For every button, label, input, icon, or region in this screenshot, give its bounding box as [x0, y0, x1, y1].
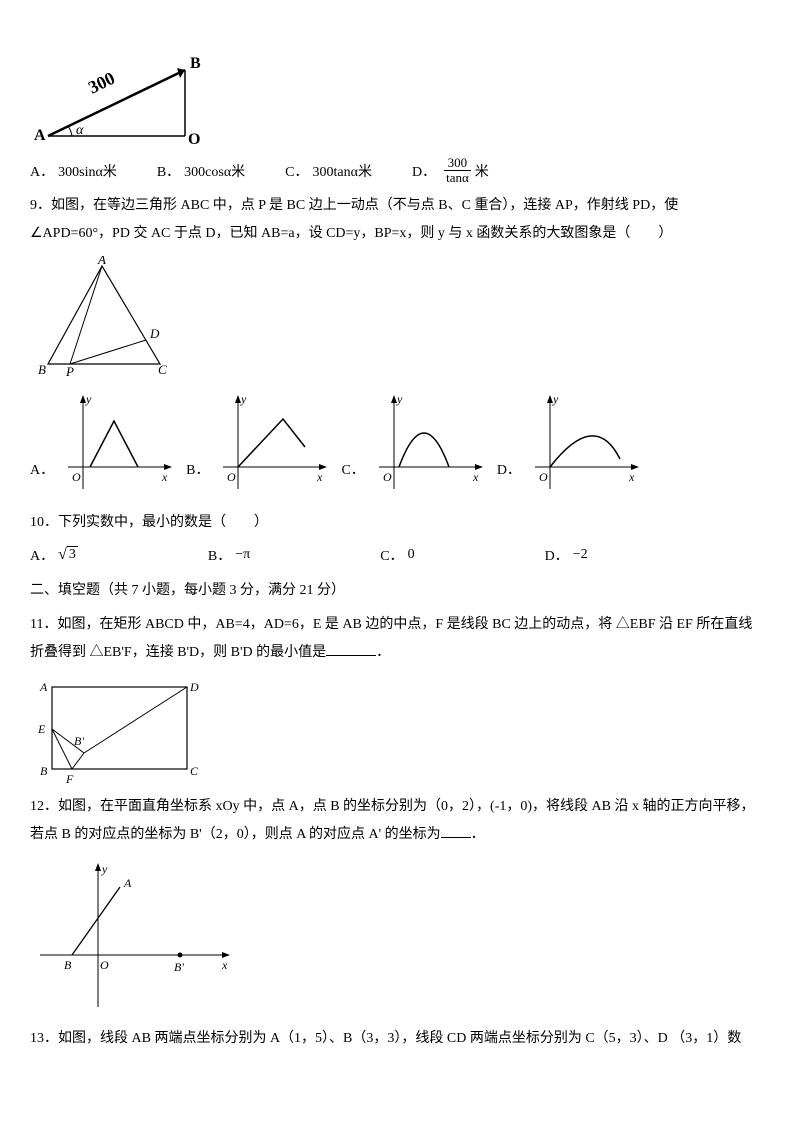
svg-text:D: D [189, 680, 199, 694]
svg-text:P: P [65, 364, 74, 379]
q10-opt-C: C． 0 [380, 545, 414, 565]
svg-text:O: O [539, 470, 548, 484]
q11-figure: A D B C E F B' [30, 675, 764, 785]
svg-text:A: A [123, 876, 132, 890]
q8-figure: A B O α 300 [30, 48, 764, 148]
q10-opt-B: B． −π [208, 545, 250, 565]
q12-figure: y x O A B B' [30, 857, 764, 1017]
svg-text:y: y [240, 392, 247, 406]
svg-text:y: y [552, 392, 559, 406]
svg-text:B': B' [74, 734, 84, 748]
svg-text:O: O [383, 470, 392, 484]
svg-text:y: y [101, 862, 108, 876]
svg-text:y: y [396, 392, 403, 406]
q9-graph-B: y x O [213, 389, 333, 499]
svg-text:B: B [38, 362, 46, 377]
svg-text:A: A [39, 680, 48, 694]
q8-label-B: B [190, 55, 201, 72]
q8-opt-D: D． 300 tanα 米 [412, 156, 489, 186]
q8-options: A． 300sinα米 B． 300cosα米 C． 300tanα米 D． 3… [30, 156, 764, 186]
q9-text: 9．如图，在等边三角形 ABC 中，点 P 是 BC 边上一动点（不与点 B、C… [30, 192, 764, 248]
svg-text:E: E [37, 722, 46, 736]
svg-text:O: O [72, 470, 81, 484]
svg-text:C: C [190, 764, 199, 778]
svg-text:D: D [149, 326, 160, 341]
q9-graph-C: y x O [369, 389, 489, 499]
svg-text:A: A [97, 256, 106, 267]
svg-text:C: C [158, 362, 167, 377]
svg-text:y: y [85, 392, 92, 406]
q10-options: A． √3 B． −π C． 0 D． −2 [30, 545, 764, 565]
svg-text:x: x [221, 958, 228, 972]
q10-opt-A: A． √3 [30, 545, 78, 565]
q11-text: 11．如图，在矩形 ABCD 中，AB=4，AD=6，E 是 AB 边的中点，F… [30, 611, 764, 667]
q8-opt-B: B． 300cosα米 [157, 161, 245, 181]
q9-graph-D: y x O [525, 389, 645, 499]
svg-text:B: B [40, 764, 48, 778]
q9-triangle-figure: A B C P D [30, 256, 764, 381]
q9-opt-C-label: C． [341, 459, 364, 479]
svg-text:x: x [161, 470, 168, 484]
q8-label-alpha: α [76, 123, 84, 138]
q12-text: 12．如图，在平面直角坐标系 xOy 中，点 A，点 B 的坐标分别为（0，2）… [30, 793, 764, 849]
q11-blank [326, 642, 376, 656]
q9-opt-B-label: B． [186, 459, 209, 479]
q12-blank [441, 824, 471, 838]
svg-text:F: F [65, 772, 74, 785]
svg-text:O: O [100, 958, 109, 972]
q8-label-O: O [188, 131, 200, 148]
q8-label-300: 300 [85, 68, 118, 98]
section2-title: 二、填空题（共 7 小题，每小题 3 分，满分 21 分） [30, 577, 764, 605]
q8-label-A: A [34, 127, 46, 144]
q8-opt-A: A． 300sinα米 [30, 161, 117, 181]
q8-opt-C: C． 300tanα米 [285, 161, 372, 181]
q9-opt-A-label: A． [30, 459, 54, 479]
q10-opt-D: D． −2 [545, 545, 588, 565]
svg-text:O: O [227, 470, 236, 484]
q9-graph-A: y x O [58, 389, 178, 499]
svg-text:x: x [472, 470, 479, 484]
q9-graph-options: A． y x O B． y x O C． [30, 389, 764, 499]
fraction: 300 tanα [442, 156, 473, 186]
svg-text:B': B' [174, 960, 184, 974]
svg-text:B: B [64, 958, 72, 972]
svg-text:x: x [628, 470, 635, 484]
q13-text: 13．如图，线段 AB 两端点坐标分别为 A（1，5）、B（3，3），线段 CD… [30, 1025, 764, 1053]
svg-text:x: x [316, 470, 323, 484]
q9-opt-D-label: D． [497, 459, 521, 479]
q10-text: 10．下列实数中，最小的数是（ ） [30, 509, 764, 537]
